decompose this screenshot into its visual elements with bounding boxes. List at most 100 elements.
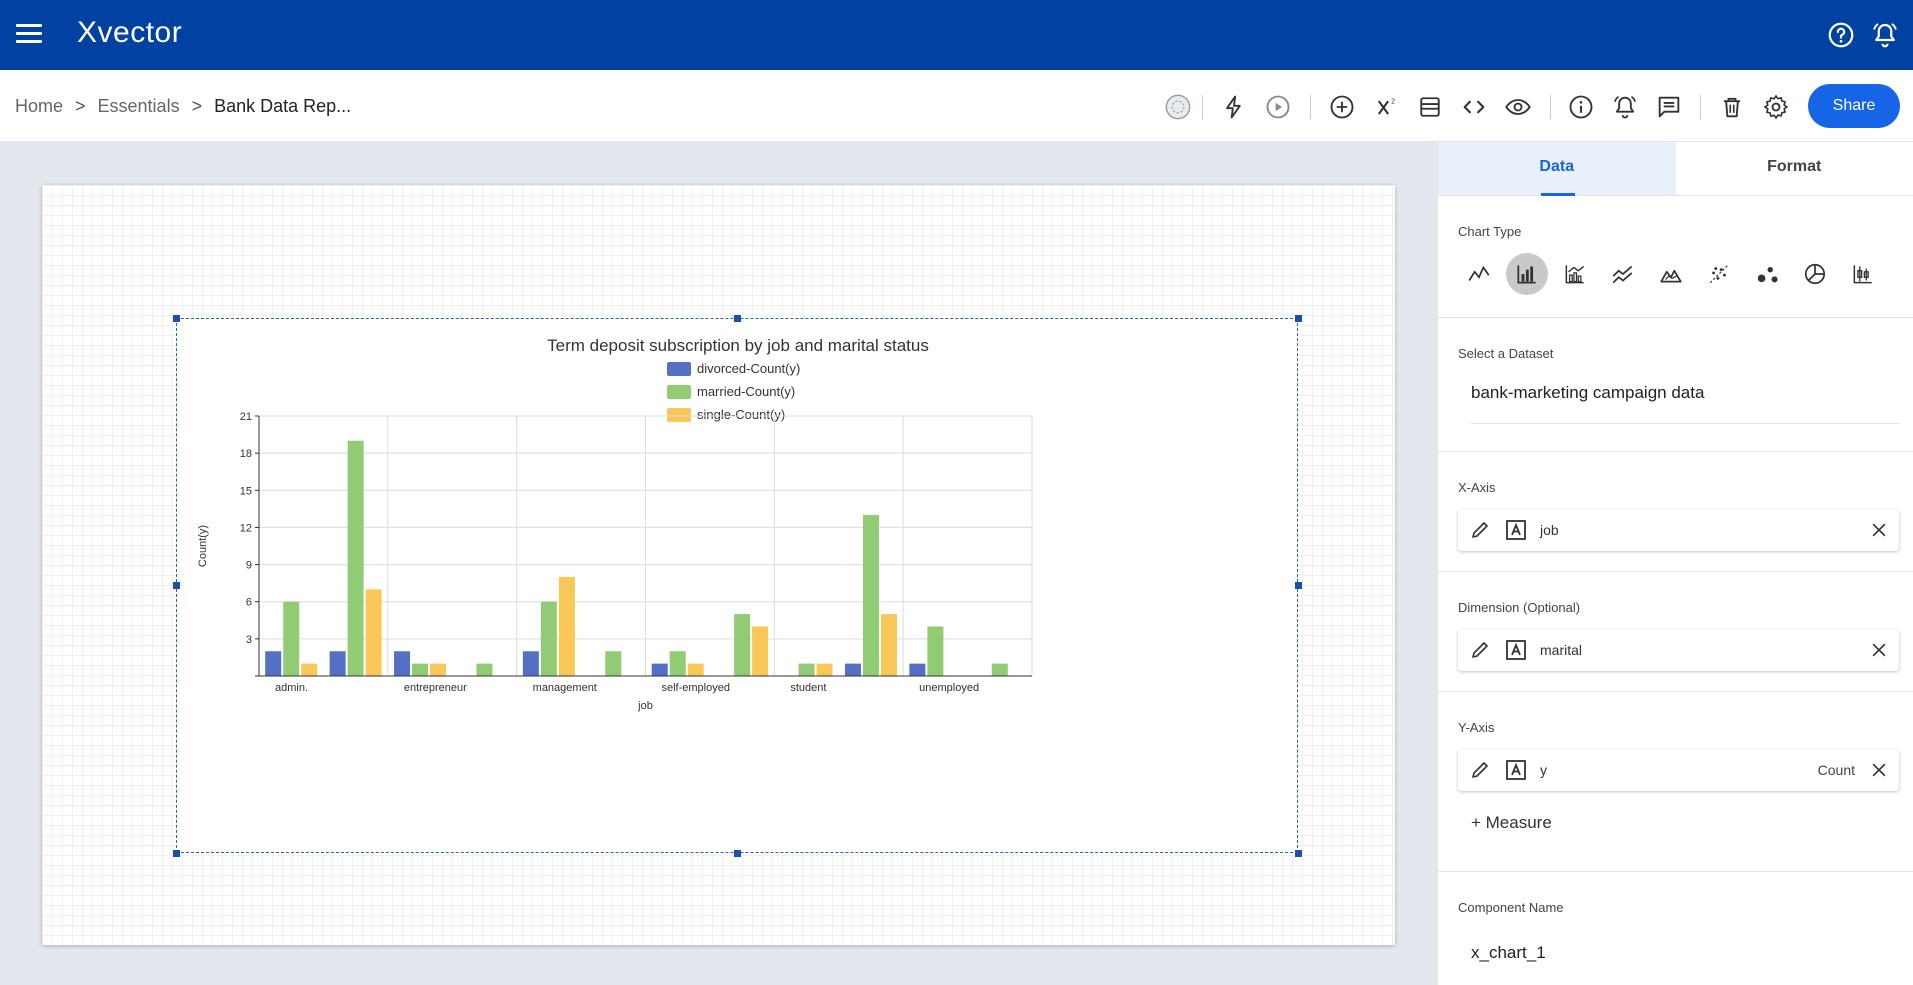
chart-type-label: Chart Type xyxy=(1458,224,1522,239)
status-icon[interactable] xyxy=(1164,93,1192,121)
code-icon[interactable] xyxy=(1460,93,1488,121)
menu-icon[interactable] xyxy=(16,24,42,46)
help-icon[interactable] xyxy=(1826,20,1856,50)
close-icon[interactable] xyxy=(1869,520,1889,540)
bar-chart-icon[interactable] xyxy=(1506,253,1548,295)
alert-bell-icon[interactable] xyxy=(1611,93,1639,121)
tab-format[interactable]: Format xyxy=(1767,158,1822,175)
resize-handle[interactable] xyxy=(1295,582,1302,589)
chart-component[interactable]: Term deposit subscription by job and mar… xyxy=(173,315,1302,857)
y-tick-label: 15 xyxy=(240,485,252,497)
x-tick-label: entrepreneur xyxy=(404,682,467,694)
share-button[interactable]: Share xyxy=(1808,84,1900,128)
comment-icon[interactable] xyxy=(1655,93,1683,121)
scatter-trend-icon[interactable] xyxy=(1698,253,1740,295)
chart-type-picker xyxy=(1458,253,1899,317)
preview-eye-icon[interactable] xyxy=(1504,93,1532,121)
bar-single xyxy=(301,663,318,676)
bubble-chart-icon[interactable] xyxy=(1746,253,1788,295)
dimension-field[interactable]: marital xyxy=(1458,629,1899,671)
settings-gear-icon[interactable] xyxy=(1762,93,1790,121)
x-tick-label: self-employed xyxy=(662,682,730,694)
app-logo: Xvector xyxy=(77,16,183,49)
y-tick-label: 3 xyxy=(246,634,252,646)
x-axis-field[interactable]: job xyxy=(1458,509,1899,551)
text-type-icon xyxy=(1506,520,1526,540)
x-tick-label: student xyxy=(790,682,826,694)
legend-item[interactable]: single-Count(y) xyxy=(667,403,800,426)
dimension-section: Dimension (Optional) marital xyxy=(1438,572,1913,692)
bar-divorced xyxy=(394,651,411,676)
pie-chart-icon[interactable] xyxy=(1794,253,1836,295)
breadcrumb: Home > Essentials > Bank Data Rep... xyxy=(15,96,351,117)
toolbar-divider xyxy=(1700,95,1701,119)
line-chart-icon[interactable] xyxy=(1458,253,1500,295)
layout-icon[interactable] xyxy=(1416,93,1444,121)
y-axis-field[interactable]: y Count xyxy=(1458,749,1899,791)
resize-handle[interactable] xyxy=(173,850,180,857)
bar-single xyxy=(880,614,897,676)
breadcrumb-home[interactable]: Home xyxy=(15,96,64,116)
toolbar: Home > Essentials > Bank Data Rep... 2 xyxy=(0,70,1913,142)
legend-swatch-married xyxy=(667,384,691,399)
toolbar-divider xyxy=(1310,95,1311,119)
bar-single xyxy=(558,576,575,676)
bar-married xyxy=(734,614,751,676)
close-icon[interactable] xyxy=(1869,760,1889,780)
aggregation-label[interactable]: Count xyxy=(1817,762,1855,778)
bar-single xyxy=(687,663,704,676)
x-axis-field-name: job xyxy=(1540,522,1559,538)
info-icon[interactable] xyxy=(1567,93,1595,121)
legend-item[interactable]: divorced-Count(y) xyxy=(667,357,800,380)
y-axis-title: Count(y) xyxy=(197,525,209,567)
breadcrumb-current: Bank Data Rep... xyxy=(214,96,352,116)
bar-married xyxy=(347,440,364,676)
component-name-label: Component Name xyxy=(1458,900,1564,915)
resize-handle[interactable] xyxy=(173,315,180,322)
resize-handle[interactable] xyxy=(734,850,741,857)
bar-married xyxy=(991,663,1008,676)
tab-data[interactable]: Data xyxy=(1438,142,1676,196)
panel-tabs: Data Format xyxy=(1438,142,1913,196)
delete-icon[interactable] xyxy=(1718,93,1746,121)
add-icon[interactable] xyxy=(1328,93,1356,121)
bar-married xyxy=(669,651,686,676)
text-type-icon xyxy=(1506,760,1526,780)
resize-handle[interactable] xyxy=(1295,850,1302,857)
y-tick-label: 18 xyxy=(240,448,252,460)
resize-handle[interactable] xyxy=(173,582,180,589)
x-tick-label: admin. xyxy=(275,682,308,694)
bar-divorced xyxy=(522,651,539,676)
bar-single xyxy=(430,663,447,676)
resize-handle[interactable] xyxy=(1295,315,1302,322)
area-chart-icon[interactable] xyxy=(1650,253,1692,295)
component-name-input[interactable]: x_chart_1 xyxy=(1471,943,1546,962)
bolt-icon[interactable] xyxy=(1220,93,1248,121)
multi-line-chart-icon[interactable] xyxy=(1602,253,1644,295)
notifications-icon[interactable] xyxy=(1870,20,1900,50)
bar-married xyxy=(283,601,300,676)
formula-icon[interactable]: 2 xyxy=(1373,93,1401,121)
add-measure-button[interactable]: + Measure xyxy=(1471,813,1552,832)
bar-married xyxy=(862,515,879,676)
candlestick-chart-icon[interactable] xyxy=(1842,253,1884,295)
edit-pencil-icon[interactable] xyxy=(1468,758,1492,782)
edit-pencil-icon[interactable] xyxy=(1468,638,1492,662)
y-axis-section: Y-Axis y Count + Measure xyxy=(1438,692,1913,872)
svg-text:2: 2 xyxy=(1391,99,1395,106)
bar-divorced xyxy=(265,651,282,676)
x-tick-label: management xyxy=(533,682,597,694)
legend-swatch-single xyxy=(667,407,691,422)
combo-chart-icon[interactable] xyxy=(1554,253,1596,295)
breadcrumb-essentials[interactable]: Essentials xyxy=(97,96,180,116)
dataset-select[interactable]: bank-marketing campaign data xyxy=(1471,383,1899,424)
edit-pencil-icon[interactable] xyxy=(1468,518,1492,542)
close-icon[interactable] xyxy=(1869,640,1889,660)
chart-type-section: Chart Type xyxy=(1438,196,1913,318)
legend-label: married-Count(y) xyxy=(697,384,796,399)
resize-handle[interactable] xyxy=(734,315,741,322)
legend-item[interactable]: married-Count(y) xyxy=(667,380,800,403)
bar-divorced xyxy=(909,663,926,676)
play-icon[interactable] xyxy=(1264,93,1292,121)
y-tick-label: 9 xyxy=(246,560,252,572)
